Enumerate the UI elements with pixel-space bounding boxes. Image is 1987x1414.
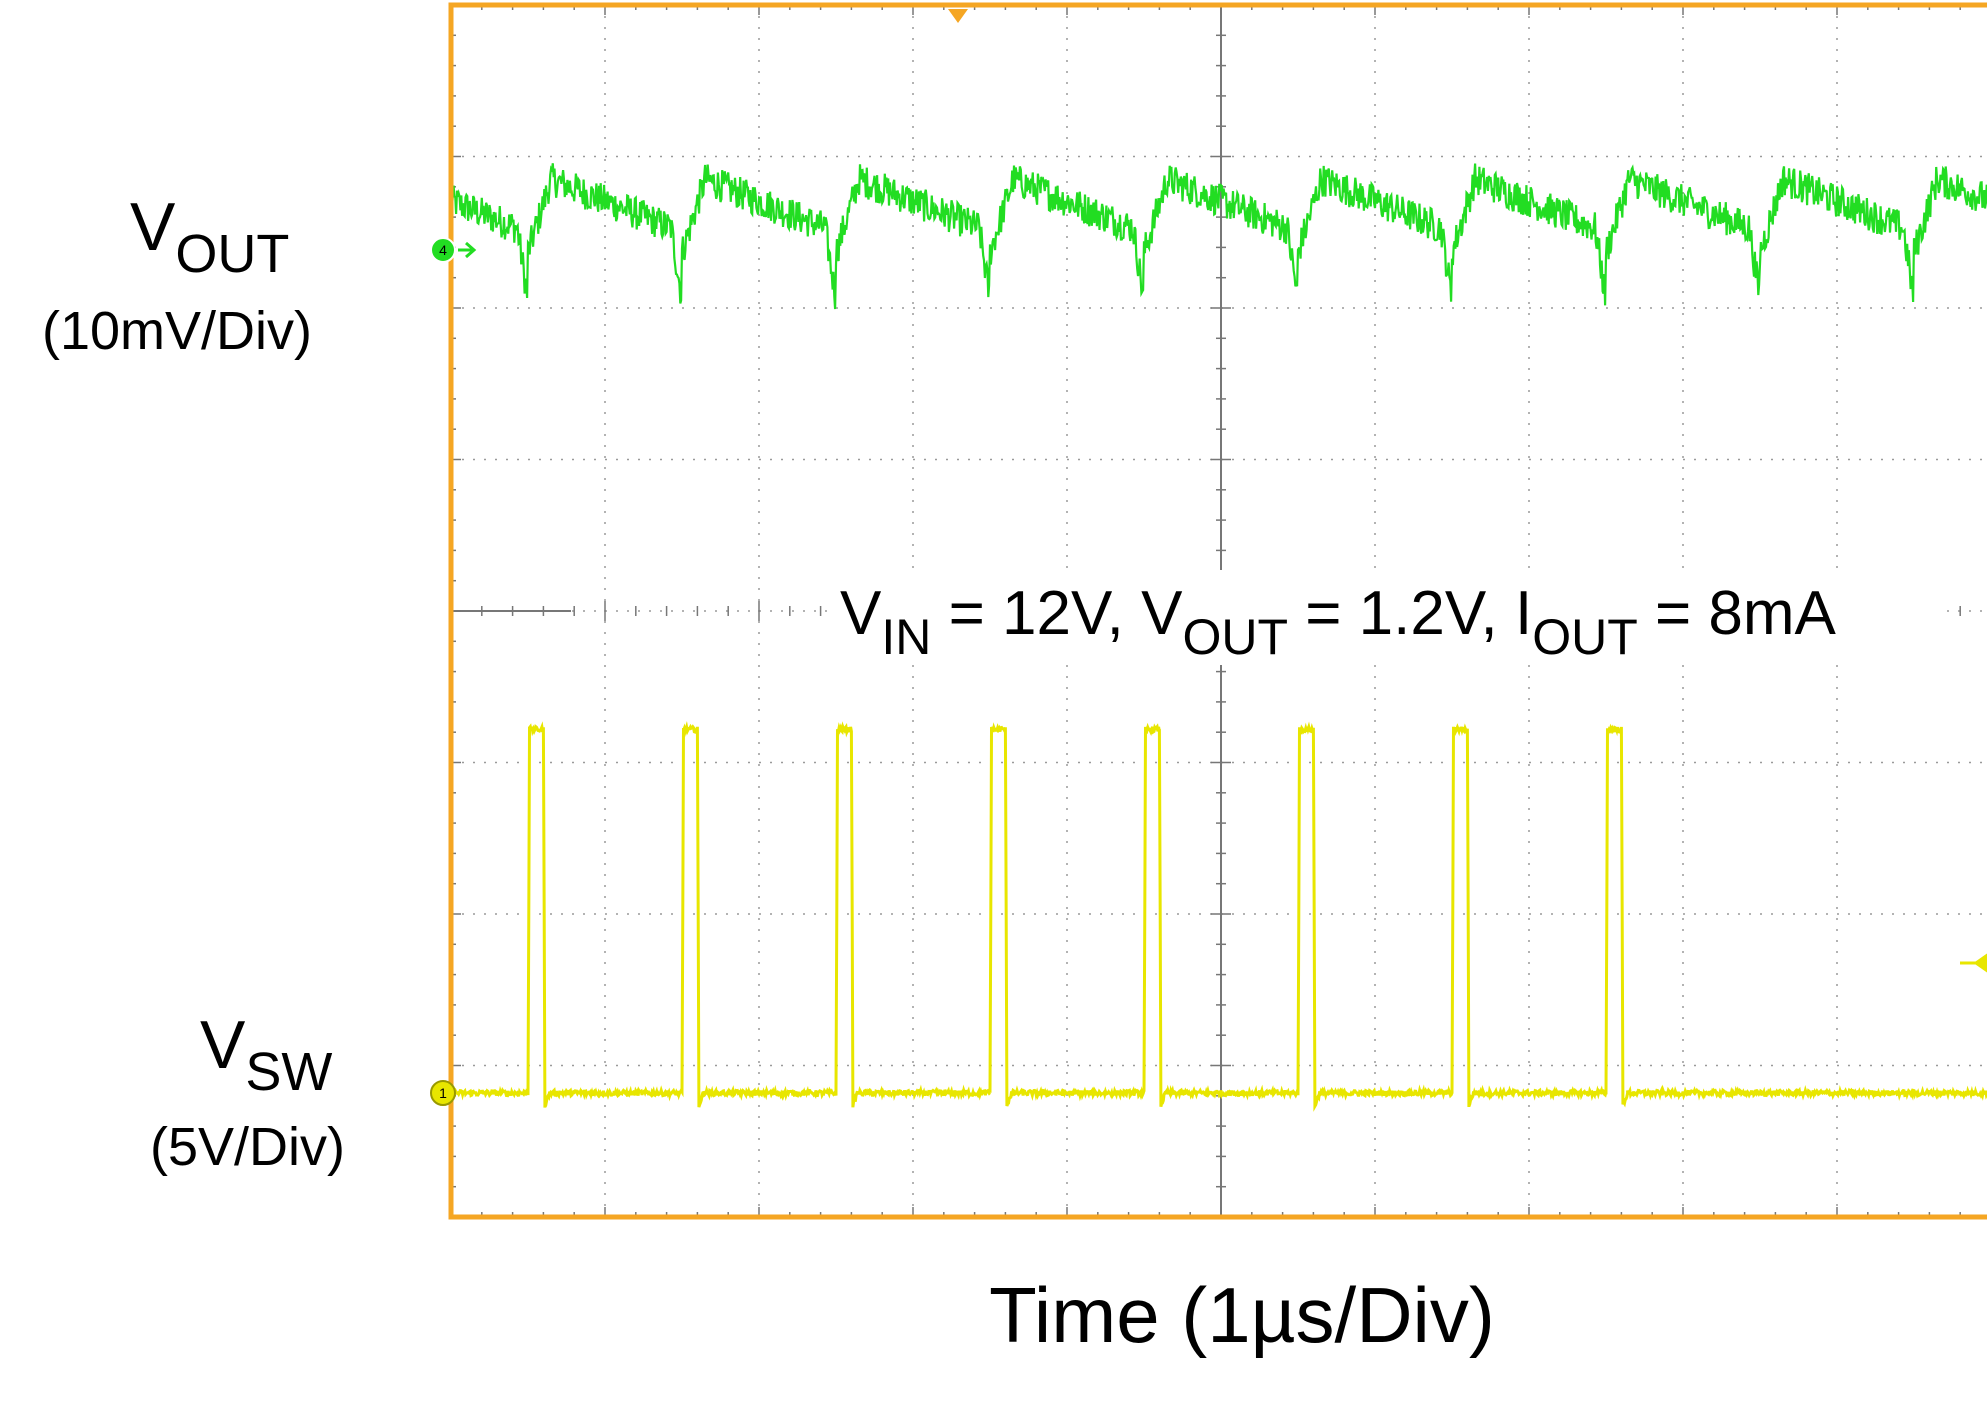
vsw-label-sub: SW bbox=[245, 1042, 332, 1102]
svg-text:VIN = 12V, VOUT = 1.2V, IOUT =: VIN = 12V, VOUT = 1.2V, IOUT = 8mA bbox=[840, 579, 1837, 665]
vsw-channel-number: 1 bbox=[439, 1085, 447, 1101]
trigger-marker-top bbox=[948, 9, 968, 23]
iout-subscript: OUT bbox=[1532, 609, 1638, 665]
vsw-channel-marker: 1 bbox=[430, 1080, 456, 1106]
vout-scale: (10mV/Div) bbox=[42, 301, 312, 361]
x-axis-label: Time (1µs/Div) bbox=[989, 1271, 1495, 1359]
vout-cond-value: = 1.2V, bbox=[1288, 579, 1515, 648]
vin-label: V bbox=[840, 579, 882, 648]
vout-cond-subscript: OUT bbox=[1182, 609, 1288, 665]
vin-value: = 12V, bbox=[931, 579, 1141, 648]
vsw-label-main: V bbox=[200, 1007, 246, 1083]
vsw-label: VSW bbox=[200, 1007, 332, 1102]
iout-label: I bbox=[1515, 579, 1532, 648]
vout-label-sub: OUT bbox=[175, 224, 289, 284]
trigger-level-marker bbox=[1960, 953, 1987, 973]
vout-label-main: V bbox=[130, 189, 176, 265]
iout-value: = 8mA bbox=[1638, 579, 1837, 648]
vout-trace bbox=[449, 163, 1987, 310]
vsw-trace bbox=[449, 721, 1987, 1112]
plot-frame bbox=[448, 2, 1987, 1220]
vsw-scale: (5V/Div) bbox=[150, 1117, 345, 1177]
vout-cond-label: V bbox=[1141, 579, 1183, 648]
vin-subscript: IN bbox=[881, 609, 931, 665]
vout-label: VOUT bbox=[130, 189, 289, 284]
traces bbox=[449, 163, 1987, 1112]
vout-channel-number: 4 bbox=[439, 242, 447, 258]
conditions-annotation: VIN = 12V, VOUT = 1.2V, IOUT = 8mA bbox=[830, 570, 1945, 665]
vout-channel-marker: 4 bbox=[430, 237, 477, 263]
